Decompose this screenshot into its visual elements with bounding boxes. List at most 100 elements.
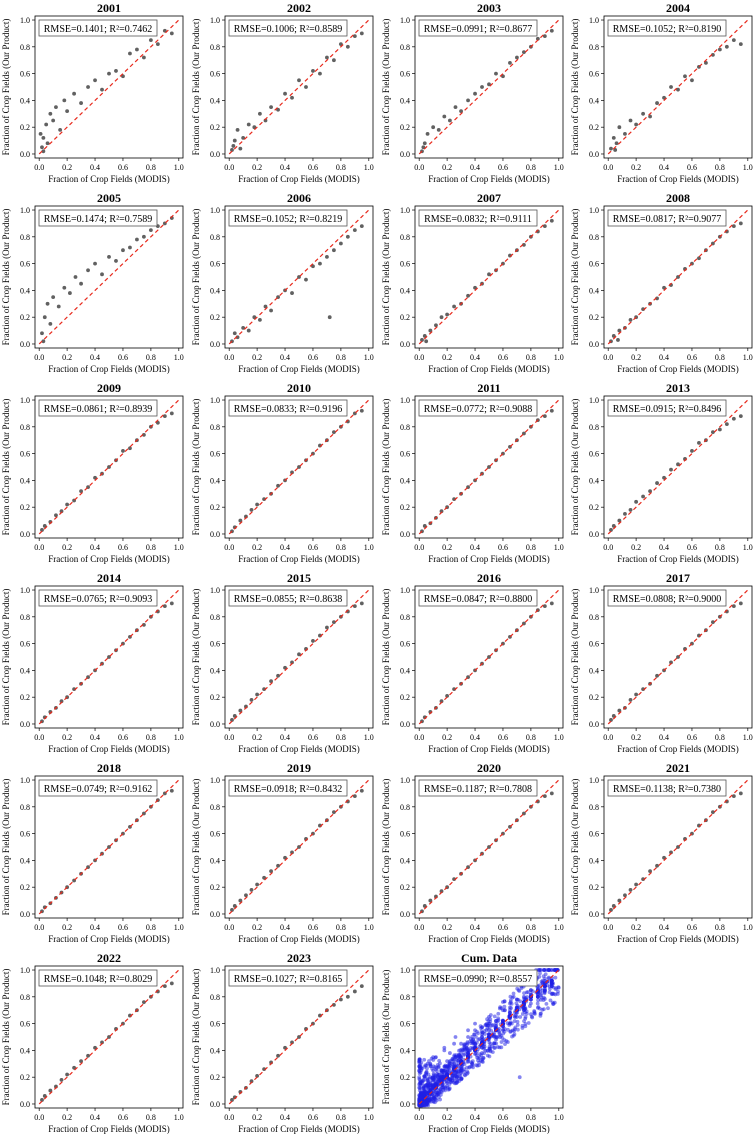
y-tick-label: 0.4 bbox=[20, 96, 30, 105]
panel-title: 2015 bbox=[287, 571, 311, 585]
x-tick-label: 0.0 bbox=[414, 733, 424, 742]
y-tick-label: 0.8 bbox=[20, 613, 30, 622]
data-point bbox=[546, 975, 551, 980]
data-point bbox=[711, 430, 715, 435]
data-point bbox=[512, 1014, 517, 1019]
data-point bbox=[549, 28, 554, 33]
x-tick-label: 1.0 bbox=[554, 353, 564, 362]
data-point bbox=[450, 1057, 455, 1062]
x-tick-label: 0.4 bbox=[280, 923, 290, 932]
data-point bbox=[422, 141, 427, 146]
data-point bbox=[473, 91, 477, 96]
data-point bbox=[549, 601, 554, 606]
x-tick-label: 0.8 bbox=[336, 733, 346, 742]
plot-frame bbox=[224, 585, 374, 729]
data-point bbox=[462, 1053, 466, 1057]
stats-box bbox=[38, 779, 158, 797]
y-tick-label: 0.8 bbox=[210, 423, 220, 432]
x-tick-label: 0.8 bbox=[336, 1113, 346, 1122]
x-tick-label: 0.0 bbox=[224, 923, 234, 932]
data-point bbox=[442, 1048, 447, 1053]
x-tick-label: 1.0 bbox=[174, 163, 184, 172]
y-tick-label: 0.6 bbox=[20, 70, 30, 79]
data-point bbox=[482, 1044, 487, 1049]
y-tick-label: 0.8 bbox=[589, 43, 599, 52]
data-point bbox=[454, 1073, 458, 1078]
panel-title: Cum. Data bbox=[461, 951, 517, 965]
data-point bbox=[550, 1000, 555, 1005]
y-tick-label: 1.0 bbox=[589, 396, 599, 405]
reference-line-1to1 bbox=[38, 779, 180, 915]
data-point bbox=[731, 604, 736, 608]
y-axis-label: Fraction of Crop Fields (Our Product) bbox=[381, 209, 391, 346]
data-point bbox=[40, 331, 44, 336]
x-tick-label: 0.8 bbox=[526, 543, 536, 552]
reference-line-1to1 bbox=[418, 19, 560, 155]
data-point bbox=[731, 416, 736, 421]
data-point bbox=[235, 127, 240, 132]
data-point bbox=[634, 499, 639, 504]
data-point bbox=[492, 1041, 497, 1046]
stats-label: RMSE=0.1027; R²=0.8165 bbox=[234, 974, 342, 985]
data-point bbox=[724, 44, 729, 49]
data-point bbox=[711, 620, 715, 625]
y-tick-label: 1.0 bbox=[210, 966, 220, 975]
data-point bbox=[512, 1027, 517, 1031]
data-point bbox=[512, 1032, 517, 1037]
y-tick-label: 0.2 bbox=[400, 693, 410, 702]
y-tick-label: 0.2 bbox=[400, 1073, 410, 1082]
data-point bbox=[359, 408, 364, 413]
stats-box bbox=[38, 399, 158, 417]
stats-label: RMSE=0.0855; R²=0.8638 bbox=[234, 594, 342, 605]
stats-label: RMSE=0.0772; R²=0.9088 bbox=[424, 404, 532, 415]
x-tick-label: 1.0 bbox=[364, 543, 374, 552]
y-tick-label: 1.0 bbox=[400, 966, 410, 975]
data-point bbox=[523, 1021, 528, 1026]
data-point bbox=[430, 1066, 435, 1071]
data-point bbox=[731, 38, 736, 43]
x-tick-label: 0.4 bbox=[470, 353, 480, 362]
data-point bbox=[42, 315, 47, 320]
x-tick-label: 0.8 bbox=[715, 543, 725, 552]
x-tick-label: 1.0 bbox=[554, 163, 564, 172]
x-tick-label: 0.6 bbox=[118, 733, 128, 742]
x-axis-label: Fraction of Crop Fields (MODIS) bbox=[617, 364, 739, 374]
data-point bbox=[107, 71, 111, 76]
x-tick-label: 0.2 bbox=[442, 923, 452, 932]
data-point bbox=[462, 1062, 467, 1067]
data-point bbox=[86, 268, 90, 273]
stats-box bbox=[418, 399, 538, 417]
data-point bbox=[609, 528, 613, 532]
data-point bbox=[499, 1045, 504, 1050]
data-point bbox=[427, 1059, 431, 1063]
y-tick-label: 1.0 bbox=[20, 966, 30, 975]
data-point bbox=[276, 673, 280, 678]
plot-frame bbox=[414, 965, 564, 1109]
x-tick-label: 0.6 bbox=[498, 163, 508, 172]
panel-2002: 2002 0.0 0.2 0.4 0.6 0.8 1.0 0.0 0.2 0.4 0.6 0.8 1.0… bbox=[191, 1, 374, 184]
data-point bbox=[475, 1055, 480, 1060]
data-point bbox=[249, 507, 254, 512]
panel-title: 2004 bbox=[666, 1, 690, 15]
reference-line-1to1 bbox=[38, 969, 180, 1105]
data-point bbox=[738, 414, 743, 418]
x-tick-label: 0.2 bbox=[252, 923, 262, 932]
x-tick-label: 0.4 bbox=[659, 733, 669, 742]
y-tick-label: 1.0 bbox=[210, 776, 220, 785]
y-tick-label: 0.2 bbox=[589, 693, 599, 702]
x-tick-label: 1.0 bbox=[554, 923, 564, 932]
x-tick-label: 0.6 bbox=[308, 543, 318, 552]
x-tick-label: 0.8 bbox=[526, 733, 536, 742]
x-tick-label: 0.6 bbox=[687, 543, 697, 552]
data-point bbox=[41, 339, 46, 344]
y-tick-label: 1.0 bbox=[400, 396, 410, 405]
y-axis-label: Fraction of Crop fields (Our Product) bbox=[381, 970, 391, 1105]
data-point bbox=[433, 1078, 438, 1083]
data-point bbox=[352, 604, 357, 608]
y-axis-label: Fraction of Crop Fields (Our Product) bbox=[570, 779, 580, 916]
data-point bbox=[485, 1021, 489, 1026]
panel-2010: 2010 0.0 0.2 0.4 0.6 0.8 1.0 0.0 0.2 0.4 0.6 0.8 1.0… bbox=[191, 381, 374, 564]
data-point bbox=[472, 1032, 477, 1037]
stats-box bbox=[228, 209, 348, 227]
